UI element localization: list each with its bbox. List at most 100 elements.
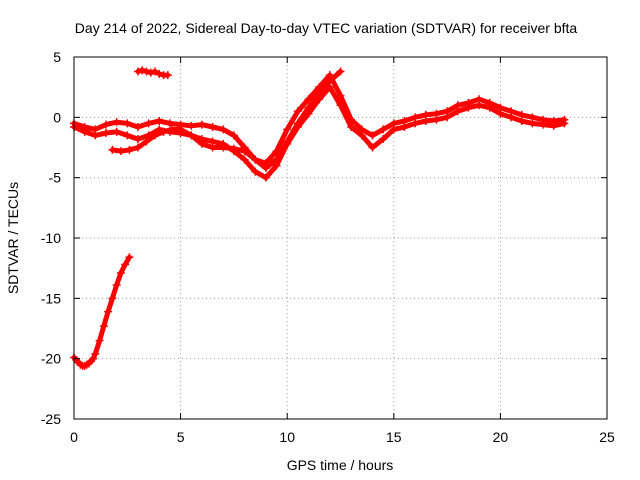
data-point — [116, 268, 125, 277]
data-point — [197, 139, 206, 148]
data-point — [112, 127, 121, 136]
data-point — [368, 143, 377, 152]
data-point — [507, 113, 516, 122]
grid-layer — [74, 57, 607, 419]
data-point — [146, 68, 155, 77]
data-point — [125, 145, 134, 154]
data-point — [325, 77, 334, 86]
tick-layer: 0 5 10 15 20 25 5 0 -5 -10 -15 -20 -25 — [41, 49, 615, 445]
x-tick-label: 15 — [386, 429, 402, 445]
data-point — [123, 131, 132, 140]
data-point — [347, 122, 356, 131]
x-axis-label: GPS time / hours — [287, 457, 394, 473]
data-point — [251, 155, 260, 164]
data-point — [389, 125, 398, 134]
data-point — [272, 155, 281, 164]
series-track-d — [133, 66, 172, 80]
data-point — [142, 137, 151, 146]
data-point — [240, 147, 249, 156]
x-tick-label: 25 — [599, 429, 615, 445]
y-tick-label: -5 — [49, 170, 62, 186]
data-point — [379, 125, 388, 134]
data-point — [155, 69, 164, 78]
data-point — [261, 164, 270, 173]
data-point — [108, 294, 117, 303]
data-point — [261, 173, 270, 182]
data-point — [432, 115, 441, 124]
data-point — [421, 116, 430, 125]
x-tick-label: 0 — [70, 429, 78, 445]
data-point — [464, 103, 473, 112]
data-point — [165, 119, 174, 128]
data-point — [411, 119, 420, 128]
data-point — [240, 155, 249, 164]
data-point — [453, 107, 462, 116]
data-point — [443, 113, 452, 122]
data-point — [133, 135, 142, 144]
data-point — [496, 109, 505, 118]
data-point — [229, 144, 238, 153]
data-point — [336, 101, 345, 110]
plot-frame — [73, 56, 608, 420]
data-point — [155, 116, 164, 125]
data-point — [304, 95, 313, 104]
data-point — [144, 119, 153, 128]
data-point — [293, 119, 302, 128]
data-point — [304, 103, 313, 112]
data-point — [336, 91, 345, 100]
y-tick-label: 5 — [53, 49, 61, 65]
data-point — [151, 67, 160, 76]
data-point — [163, 71, 172, 80]
y-axis-label: SDTVAR / TECUs — [5, 182, 21, 294]
series-track-e — [70, 253, 134, 370]
data-point — [121, 260, 130, 269]
data-point — [151, 131, 160, 140]
data-point — [539, 120, 548, 129]
data-point — [142, 67, 151, 76]
data-point — [368, 131, 377, 140]
data-point — [283, 137, 292, 146]
y-tick-label: -20 — [41, 351, 61, 367]
data-point — [187, 121, 196, 130]
data-point — [219, 125, 228, 134]
series-track-a — [70, 71, 569, 168]
data-point — [176, 125, 185, 134]
data-point — [95, 336, 104, 345]
data-point — [485, 103, 494, 112]
data-point — [91, 131, 100, 140]
series-track-b — [70, 83, 569, 182]
data-point — [101, 120, 110, 129]
data-point — [80, 127, 89, 136]
data-point — [315, 89, 324, 98]
data-point — [197, 120, 206, 129]
data-point — [91, 349, 100, 358]
data-point — [104, 307, 113, 316]
series-layer — [70, 66, 569, 370]
x-tick-label: 10 — [279, 429, 295, 445]
data-point — [168, 125, 177, 134]
data-point — [99, 322, 108, 331]
data-point — [89, 354, 98, 363]
data-point — [229, 131, 238, 140]
data-point — [219, 143, 228, 152]
data-point — [208, 122, 217, 131]
chart-title: Day 214 of 2022, Sidereal Day-to-day VTE… — [75, 20, 578, 36]
data-point — [112, 281, 121, 290]
data-point — [400, 122, 409, 131]
data-point — [549, 121, 558, 130]
data-point — [283, 125, 292, 134]
data-point — [133, 122, 142, 131]
data-point — [293, 107, 302, 116]
data-point — [116, 147, 125, 156]
data-point — [101, 129, 110, 138]
data-point — [108, 145, 117, 154]
series-track-c — [108, 67, 345, 173]
data-point — [528, 119, 537, 128]
y-tick-label: -10 — [41, 230, 61, 246]
data-point — [138, 66, 147, 75]
x-tick-label: 5 — [177, 429, 185, 445]
data-point — [112, 118, 121, 127]
series-band — [109, 69, 343, 171]
data-point — [475, 101, 484, 110]
